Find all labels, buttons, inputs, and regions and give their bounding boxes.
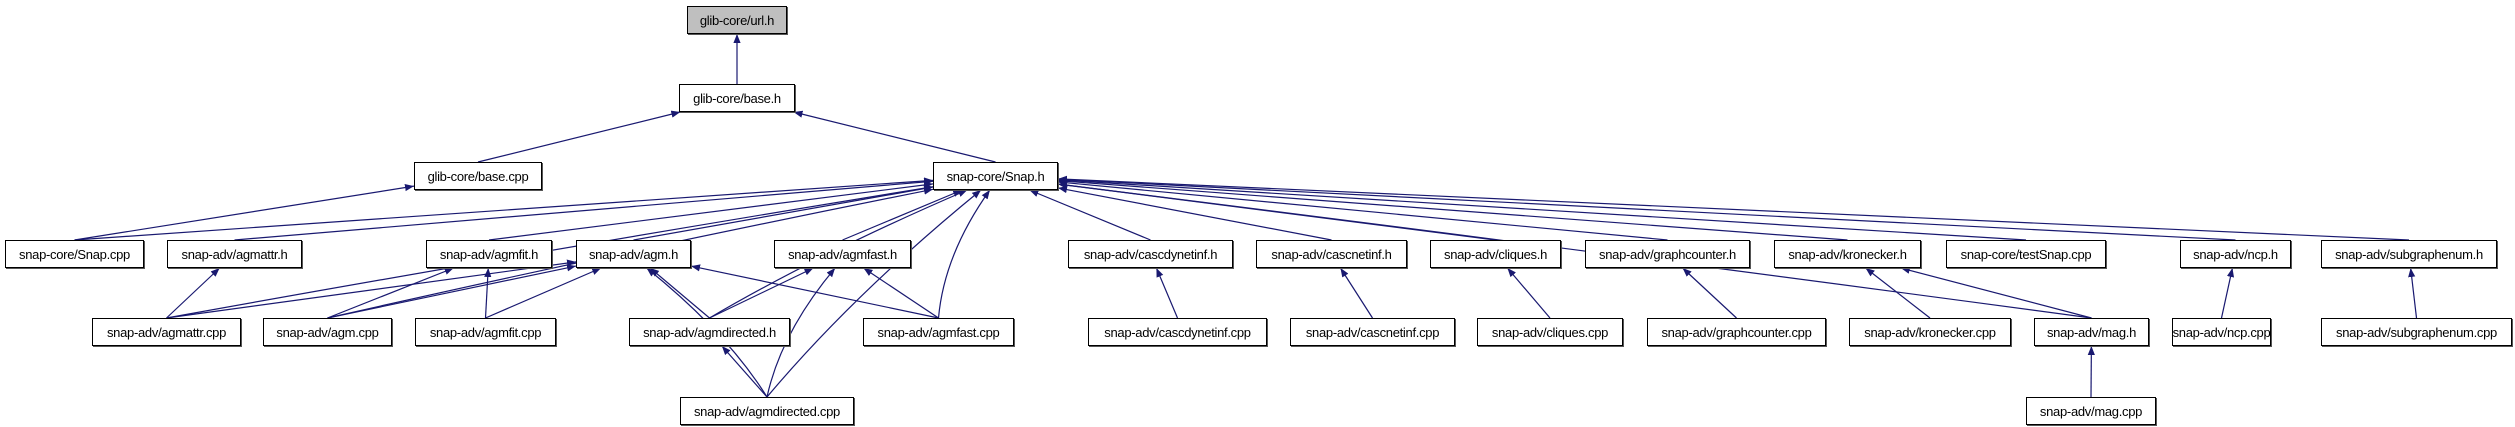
edge-agmattr-cpp-to-agm-h [166, 259, 577, 319]
edge-agmfit-cpp-to-agmfit-h [484, 267, 492, 319]
edge-testsnap-cpp-to-snap-h [1057, 176, 2027, 241]
edge-ncp-h-to-snap-h [1057, 176, 2236, 241]
graph-node-graphcounter-cpp[interactable]: snap-adv/graphcounter.cpp [1647, 318, 1826, 346]
graph-node-base-h[interactable]: glib-core/base.h [679, 84, 795, 112]
edge-kronecker-h-to-snap-h [1057, 177, 1848, 241]
edge-subgraphenum-cpp-to-subgraphenum-h [2408, 267, 2418, 319]
edge-cascnetinf-h-to-snap-h [1057, 186, 1332, 241]
graph-node-agmattr-h[interactable]: snap-adv/agmattr.h [167, 240, 302, 268]
edge-agm-h-to-snap-h [633, 185, 934, 241]
edge-agmfast-cpp-to-snap-h [937, 189, 991, 319]
graph-node-cascdynetinf-h[interactable]: snap-adv/cascdynetinf.h [1068, 240, 1233, 268]
graph-node-agmfit-h[interactable]: snap-adv/agmfit.h [426, 240, 552, 268]
graph-node-mag-h[interactable]: snap-adv/mag.h [2034, 318, 2149, 346]
graph-node-base-cpp[interactable]: glib-core/base.cpp [414, 162, 542, 190]
edge-agmfast-cpp-to-agm-h [690, 264, 939, 319]
graph-node-subgraphenum-cpp[interactable]: snap-adv/subgraphenum.cpp [2321, 318, 2512, 346]
edge-agmattr-h-to-snap-h [234, 178, 934, 241]
graph-node-agmdirected-cpp[interactable]: snap-adv/agmdirected.cpp [680, 397, 854, 425]
graph-node-agmfast-cpp[interactable]: snap-adv/agmfast.cpp [863, 318, 1014, 346]
edge-cascdynetinf-cpp-to-cascdynetinf-h [1155, 267, 1179, 319]
edge-cascdynetinf-h-to-snap-h [1029, 189, 1151, 241]
edge-agmdirected-h-to-agm-h [649, 267, 710, 319]
graph-node-cascnetinf-cpp[interactable]: snap-adv/cascnetinf.cpp [1290, 318, 1455, 346]
graph-node-agmfast-h[interactable]: snap-adv/agmfast.h [774, 240, 911, 268]
graph-node-ncp-cpp[interactable]: snap-adv/ncp.cpp [2172, 318, 2271, 346]
edge-agm-cpp-to-agmfit-h [327, 267, 454, 319]
edge-agmfit-h-to-snap-h [488, 181, 934, 241]
edge-agmattr-cpp-to-agmattr-h [166, 267, 221, 319]
graph-node-cascnetinf-h[interactable]: snap-adv/cascnetinf.h [1256, 240, 1407, 268]
graph-node-snap-h[interactable]: snap-core/Snap.h [933, 162, 1058, 190]
graph-node-cliques-h[interactable]: snap-adv/cliques.h [1430, 240, 1561, 268]
edge-agmfit-cpp-to-agm-h [485, 267, 602, 319]
edge-snap-h-to-base-h [793, 110, 996, 163]
graph-node-testsnap-cpp[interactable]: snap-core/testSnap.cpp [1946, 240, 2106, 268]
edge-agm-cpp-to-agm-h [327, 264, 577, 319]
graph-node-agm-h[interactable]: snap-adv/agm.h [576, 240, 691, 268]
edge-cliques-cpp-to-cliques-h [1506, 267, 1551, 319]
graph-node-kronecker-cpp[interactable]: snap-adv/kronecker.cpp [1849, 318, 2011, 346]
edge-agmdirected-cpp-to-snap-h [766, 189, 982, 398]
edge-snap-cpp-to-base-cpp [74, 184, 415, 241]
edge-snap-cpp-to-snap-h [74, 177, 934, 241]
edge-cascnetinf-cpp-to-cascnetinf-h [1339, 267, 1374, 319]
graph-node-agmdirected-h[interactable]: snap-adv/agmdirected.h [629, 318, 790, 346]
edge-agmdirected-cpp-to-agmdirected-h [721, 345, 768, 398]
graph-node-snap-cpp[interactable]: snap-core/Snap.cpp [5, 240, 144, 268]
graph-node-cliques-cpp[interactable]: snap-adv/cliques.cpp [1477, 318, 1623, 346]
edge-mag-h-to-kronecker-h [1900, 266, 2092, 319]
graph-node-url-h: glib-core/url.h [687, 6, 787, 34]
graph-node-subgraphenum-h[interactable]: snap-adv/subgraphenum.h [2321, 240, 2497, 268]
graph-node-agm-cpp[interactable]: snap-adv/agm.cpp [263, 318, 392, 346]
graph-node-kronecker-h[interactable]: snap-adv/kronecker.h [1774, 240, 1921, 268]
edge-mag-h-to-snap-h [1057, 181, 2092, 319]
edge-agmdirected-cpp-to-agmfast-h [766, 267, 836, 398]
edge-base-cpp-to-base-h [477, 110, 681, 163]
edge-ncp-cpp-to-ncp-h [2220, 267, 2235, 319]
graph-node-agmattr-cpp[interactable]: snap-adv/agmattr.cpp [92, 318, 241, 346]
edge-agmfast-h-to-snap-h [842, 189, 963, 241]
edge-graphcounter-cpp-to-graphcounter-h [1682, 267, 1737, 319]
graph-node-agmfit-cpp[interactable]: snap-adv/agmfit.cpp [415, 318, 556, 346]
graph-node-cascdynetinf-cpp[interactable]: snap-adv/cascdynetinf.cpp [1088, 318, 1267, 346]
edge-subgraphenum-h-to-snap-h [1057, 175, 2410, 241]
edge-agmfast-cpp-to-agmfast-h [863, 267, 939, 319]
graph-node-mag-cpp[interactable]: snap-adv/mag.cpp [2026, 397, 2156, 425]
edge-kronecker-cpp-to-kronecker-h [1865, 267, 1931, 319]
graph-node-ncp-h[interactable]: snap-adv/ncp.h [2180, 240, 2291, 268]
edge-agmdirected-h-to-agmfast-h [709, 267, 814, 319]
edge-graphcounter-h-to-snap-h [1057, 179, 1668, 241]
graph-node-graphcounter-h[interactable]: snap-adv/graphcounter.h [1585, 240, 1750, 268]
